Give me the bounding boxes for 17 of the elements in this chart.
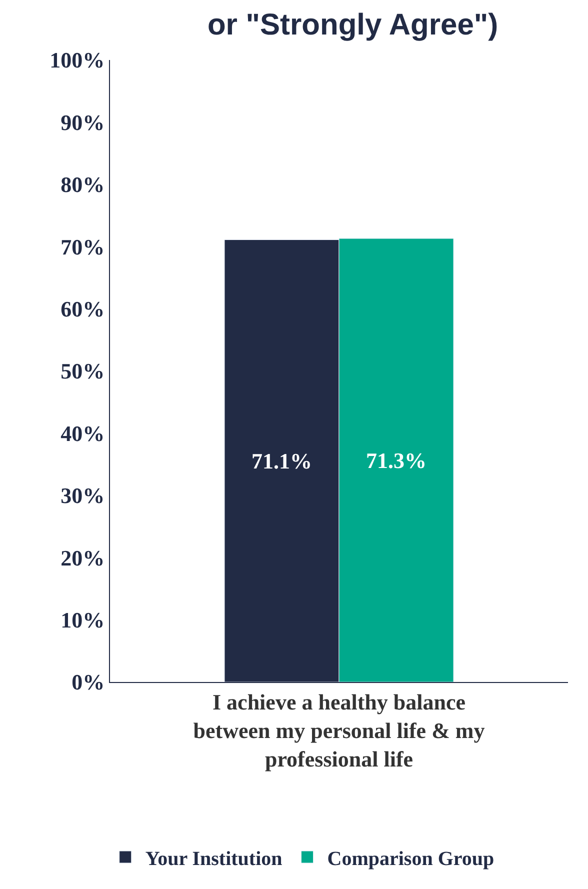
y-tick-label: 10% (60, 608, 105, 632)
y-tick-label: 30% (60, 483, 105, 508)
y-tick-label: 50% (60, 358, 105, 384)
data-label: 71.1% (252, 448, 312, 474)
chart-title: or "Strongly Agree") (207, 8, 498, 42)
y-tick-label: 100% (50, 48, 105, 73)
y-tick-label: 20% (60, 545, 105, 570)
y-tick-label: 40% (60, 420, 105, 446)
y-tick-label: 0% (72, 670, 105, 695)
legend-label: Comparison Group (327, 848, 494, 870)
y-tick-label: 60% (60, 296, 105, 322)
y-tick-label: 90% (60, 110, 105, 135)
y-tick-label: 80% (60, 172, 105, 198)
data-label: 71.3% (366, 448, 426, 473)
x-tick-label: I achieve a healthy balance between my personal life & my professional life (193, 689, 485, 772)
y-tick-label: 70% (60, 234, 105, 260)
legend-label: Your Institution (145, 848, 282, 870)
